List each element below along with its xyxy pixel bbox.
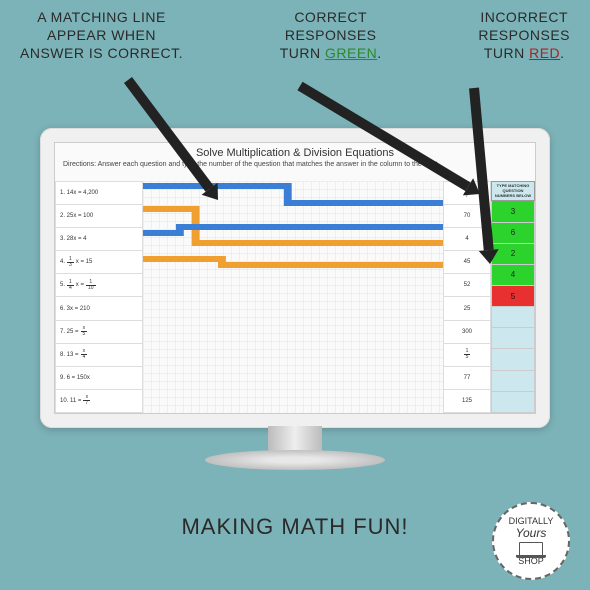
answer-cell: 52 — [443, 274, 491, 297]
answer-cell: 45 — [443, 251, 491, 274]
match-cell[interactable]: 4 — [491, 265, 535, 286]
annotation-center: CORRECTRESPONSESTURN GREEN. — [280, 8, 382, 63]
match-cell[interactable]: 5 — [491, 286, 535, 307]
sheet-directions: Directions: Answer each question and typ… — [55, 161, 535, 172]
match-cell[interactable] — [491, 349, 535, 370]
screen: Solve Multiplication & Division Equation… — [54, 142, 536, 414]
logo-line1: DIGITALLY — [509, 516, 554, 526]
answer-cell: 125 — [443, 390, 491, 413]
match-cell[interactable] — [491, 307, 535, 328]
match-cell[interactable] — [491, 371, 535, 392]
laptop-icon — [519, 542, 543, 556]
match-input-column: TYPE MATCHING QUESTION NUMBERS BELOW3624… — [491, 181, 535, 413]
question-row: 8. 13 = x4 — [55, 344, 143, 367]
match-cell[interactable]: 3 — [491, 201, 535, 222]
question-row: 6. 3x = 210 — [55, 297, 143, 320]
match-cell[interactable] — [491, 328, 535, 349]
question-row: 10. 11 = x7 — [55, 390, 143, 413]
answer-cell: 300 — [443, 321, 491, 344]
annotation-right: INCORRECTRESPONSESTURN RED. — [478, 8, 570, 63]
annotation-left: A MATCHING LINEAPPEAR WHENANSWER IS CORR… — [20, 8, 183, 63]
answers-column: 177044552253001577125 — [443, 181, 491, 413]
sheet-title: Solve Multiplication & Division Equation… — [55, 143, 535, 161]
monitor-bezel: Solve Multiplication & Division Equation… — [40, 128, 550, 428]
question-row: 4. 13 x = 15 — [55, 251, 143, 274]
answer-cell: 77 — [443, 367, 491, 390]
logo-badge: DIGITALLY Yours SHOP — [492, 502, 570, 580]
match-lines-svg — [143, 181, 443, 413]
question-row: 2. 25x = 100 — [55, 205, 143, 228]
monitor: Solve Multiplication & Division Equation… — [40, 128, 550, 468]
monitor-stand-base — [205, 450, 385, 470]
annotations-row: A MATCHING LINEAPPEAR WHENANSWER IS CORR… — [0, 8, 590, 63]
questions-column: 1. 14x = 4,2002. 25x = 1003. 28x = 44. 1… — [55, 181, 143, 413]
sheet-body: 1. 14x = 4,2002. 25x = 1003. 28x = 44. 1… — [55, 181, 535, 413]
match-cell[interactable]: 6 — [491, 223, 535, 244]
answer-cell: 4 — [443, 228, 491, 251]
question-row: 1. 14x = 4,200 — [55, 181, 143, 205]
grid-area — [143, 181, 443, 413]
question-row: 7. 25 = x5 — [55, 321, 143, 344]
match-header: TYPE MATCHING QUESTION NUMBERS BELOW — [491, 181, 535, 201]
answer-cell: 15 — [443, 344, 491, 367]
answer-cell: 70 — [443, 205, 491, 228]
match-cell[interactable]: 2 — [491, 244, 535, 265]
question-row: 5. 14 x = 110 — [55, 274, 143, 297]
answer-cell: 25 — [443, 297, 491, 320]
match-cell[interactable] — [491, 392, 535, 413]
answer-cell: 17 — [443, 181, 491, 205]
logo-line2: Yours — [516, 526, 547, 540]
question-row: 3. 28x = 4 — [55, 228, 143, 251]
question-row: 9. 6 = 150x — [55, 367, 143, 390]
